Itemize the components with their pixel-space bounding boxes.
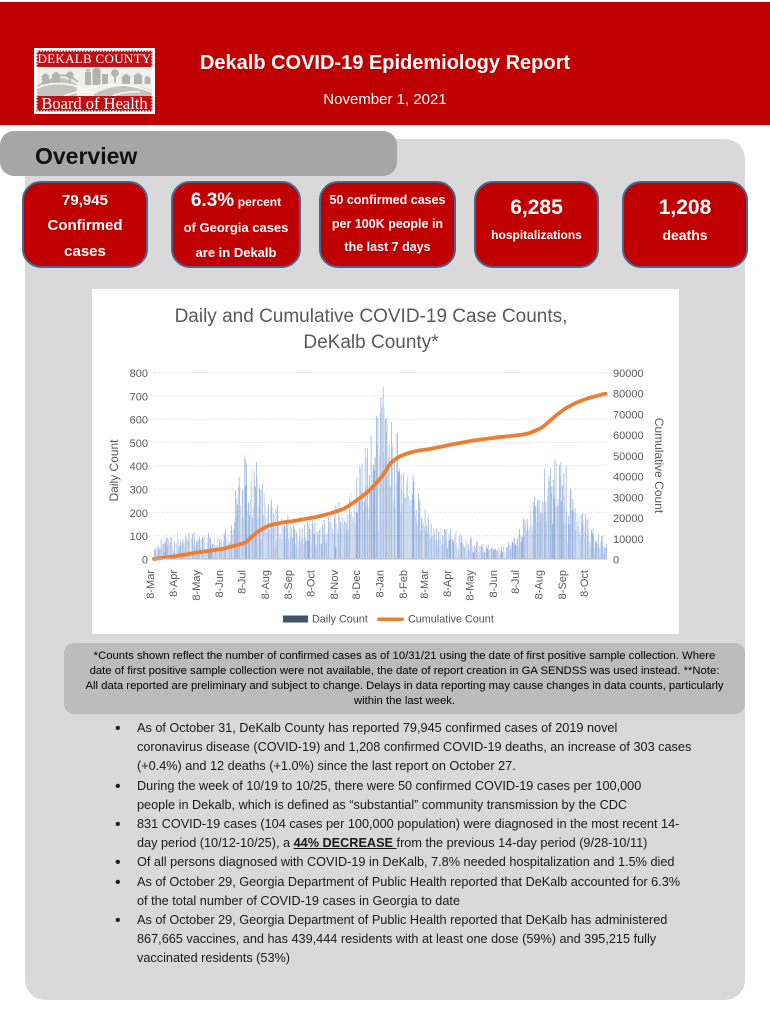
- svg-text:0: 0: [613, 555, 619, 567]
- svg-text:8-Mar: 8-Mar: [145, 570, 157, 599]
- svg-text:8-Nov: 8-Nov: [329, 570, 341, 600]
- svg-text:8-Apr: 8-Apr: [442, 570, 454, 597]
- svg-text:70000: 70000: [613, 409, 644, 421]
- svg-text:8-May: 8-May: [191, 570, 203, 601]
- svg-text:0: 0: [142, 555, 148, 567]
- svg-text:8-Jan: 8-Jan: [375, 570, 387, 598]
- svg-text:8-Jul: 8-Jul: [510, 570, 522, 594]
- svg-text:8-Oct: 8-Oct: [579, 570, 591, 597]
- svg-text:600: 600: [130, 415, 148, 427]
- svg-text:8-Aug: 8-Aug: [260, 570, 272, 599]
- svg-text:8-Mar: 8-Mar: [419, 570, 431, 599]
- svg-text:400: 400: [130, 461, 148, 473]
- svg-text:8-Oct: 8-Oct: [306, 570, 318, 597]
- svg-text:Daily Count: Daily Count: [107, 439, 121, 502]
- svg-text:8-May: 8-May: [465, 570, 477, 601]
- svg-text:8-Jun: 8-Jun: [214, 570, 226, 598]
- svg-text:30000: 30000: [613, 492, 644, 504]
- svg-text:Daily Count: Daily Count: [312, 614, 368, 626]
- svg-text:8-Jul: 8-Jul: [237, 570, 249, 594]
- svg-text:DEKALB COUNTY: DEKALB COUNTY: [37, 51, 151, 66]
- svg-text:8-Sep: 8-Sep: [557, 570, 569, 599]
- svg-text:500: 500: [130, 438, 148, 450]
- svg-text:200: 200: [130, 508, 148, 520]
- svg-text:60000: 60000: [613, 430, 644, 442]
- svg-text:90000: 90000: [613, 368, 644, 380]
- svg-text:40000: 40000: [613, 472, 644, 484]
- svg-text:8-Dec: 8-Dec: [351, 570, 363, 600]
- svg-text:10000: 10000: [613, 534, 644, 546]
- svg-text:8-Feb: 8-Feb: [398, 570, 410, 599]
- svg-text:800: 800: [130, 368, 148, 380]
- svg-text:8-Apr: 8-Apr: [168, 570, 180, 597]
- svg-text:8-Sep: 8-Sep: [283, 570, 295, 599]
- svg-text:Cumulative Count: Cumulative Count: [408, 614, 494, 626]
- svg-text:20000: 20000: [613, 513, 644, 525]
- svg-text:DeKalb County*: DeKalb County*: [303, 332, 439, 353]
- svg-text:100: 100: [130, 531, 148, 543]
- svg-text:80000: 80000: [613, 389, 644, 401]
- svg-text:700: 700: [130, 391, 148, 403]
- svg-text:300: 300: [130, 485, 148, 497]
- svg-text:8-Aug: 8-Aug: [534, 570, 546, 599]
- svg-text:8-Jun: 8-Jun: [488, 570, 500, 598]
- svg-text:Cumulative Count: Cumulative Count: [652, 418, 666, 514]
- svg-text:Daily and Cumulative COVID-19: Daily and Cumulative COVID-19 Case Count…: [175, 306, 568, 327]
- svg-text:Board of Health: Board of Health: [41, 94, 148, 113]
- svg-text:50000: 50000: [613, 451, 644, 463]
